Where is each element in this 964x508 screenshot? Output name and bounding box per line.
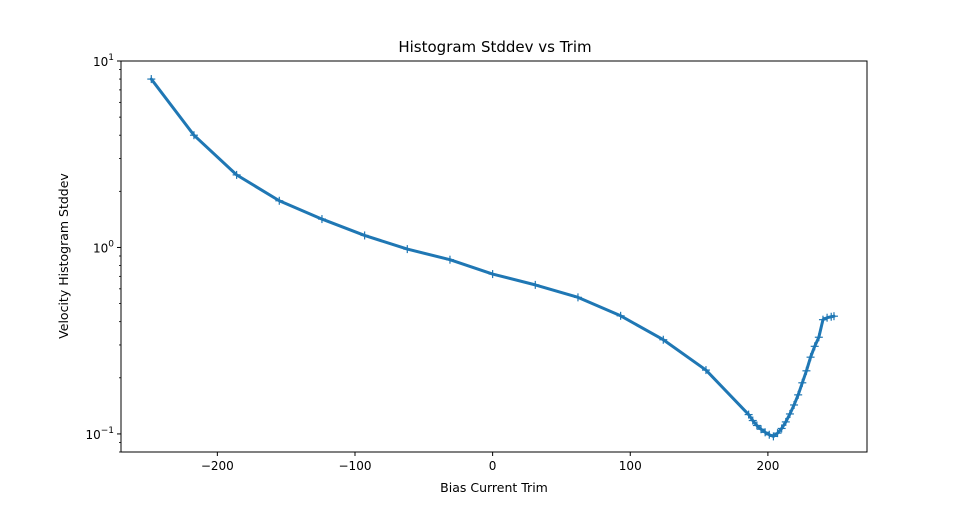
y-tick-label: 101 bbox=[93, 53, 114, 69]
data-point bbox=[701, 366, 710, 375]
data-point bbox=[814, 333, 823, 342]
data-point bbox=[232, 170, 241, 179]
series-layer bbox=[147, 75, 838, 441]
data-point bbox=[275, 196, 284, 205]
data-point bbox=[810, 342, 819, 351]
data-point bbox=[785, 409, 794, 418]
data-point bbox=[317, 215, 326, 224]
data-point bbox=[403, 245, 412, 254]
data-point bbox=[806, 353, 815, 362]
y-tick-label: 10−1 bbox=[85, 426, 114, 442]
chart-title: Histogram Stddev vs Trim bbox=[398, 38, 591, 56]
data-point bbox=[360, 231, 369, 240]
x-axis-label: Bias Current Trim bbox=[440, 480, 548, 495]
data-point bbox=[765, 430, 774, 439]
data-point bbox=[823, 313, 832, 322]
data-point bbox=[748, 416, 757, 425]
x-tick-label: −200 bbox=[201, 459, 234, 473]
data-point bbox=[744, 410, 753, 419]
y-axis-label: Velocity Histogram Stddev bbox=[56, 173, 71, 339]
x-tick-label: −100 bbox=[339, 459, 372, 473]
data-point bbox=[189, 131, 198, 140]
data-point bbox=[790, 400, 799, 409]
x-tick-label: 200 bbox=[756, 459, 779, 473]
data-point bbox=[488, 270, 497, 279]
data-point bbox=[781, 417, 790, 426]
data-point bbox=[616, 311, 625, 320]
data-point bbox=[777, 424, 786, 433]
data-point bbox=[147, 75, 156, 84]
plot-area bbox=[120, 60, 868, 453]
x-tick-label: 100 bbox=[619, 459, 642, 473]
y-axis: 10−1 100 101 bbox=[85, 53, 121, 453]
data-point bbox=[818, 315, 827, 324]
data-point bbox=[757, 425, 766, 434]
data-point bbox=[752, 421, 761, 430]
data-point bbox=[531, 280, 540, 289]
data-point bbox=[659, 335, 668, 344]
data-point bbox=[794, 390, 803, 399]
data-point bbox=[761, 428, 770, 437]
data-point bbox=[798, 378, 807, 387]
series-line bbox=[149, 77, 836, 438]
data-point bbox=[829, 312, 838, 321]
y-tick-label: 100 bbox=[93, 239, 114, 255]
data-point bbox=[769, 432, 778, 441]
data-point bbox=[445, 255, 454, 264]
data-point bbox=[802, 366, 811, 375]
data-point bbox=[573, 293, 582, 302]
x-tick-label: 0 bbox=[489, 459, 497, 473]
x-axis: −200 −100 0 100 200 bbox=[201, 452, 779, 473]
data-point bbox=[773, 429, 782, 438]
